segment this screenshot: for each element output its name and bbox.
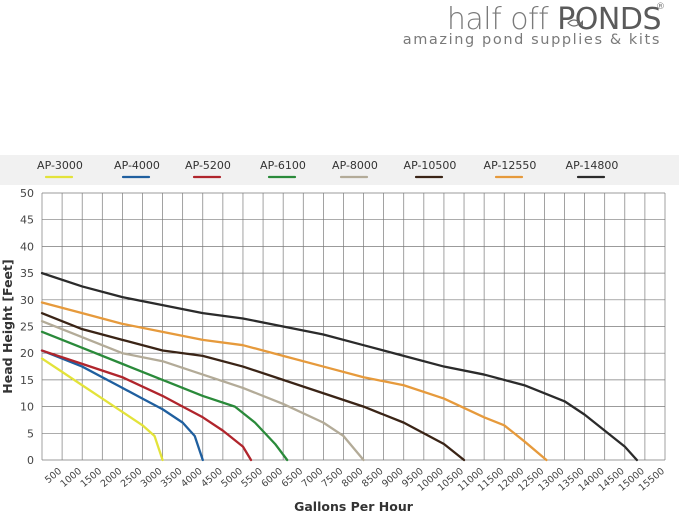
legend-label: AP-12550 <box>484 159 537 172</box>
x-tick-label: 5000 <box>219 466 245 490</box>
y-tick-label: 30 <box>20 294 34 307</box>
series-group <box>40 271 639 462</box>
legend-label: AP-14800 <box>566 159 619 172</box>
y-tick-label: 15 <box>20 374 34 387</box>
logo-tagline: amazing pond supplies & kits <box>402 32 661 48</box>
legend-group: AP-3000 AP-4000 AP-5200 AP-6100 AP-8000 AP-10… <box>37 159 619 179</box>
x-tick-label: 3500 <box>159 466 185 490</box>
legend-label: AP-4000 <box>114 159 160 172</box>
y-tick-label: 40 <box>20 240 34 253</box>
y-tick-label: 20 <box>20 347 34 360</box>
legend-label: AP-10500 <box>404 159 457 172</box>
x-tick-label: 9000 <box>380 466 406 490</box>
y-tick-label: 45 <box>20 214 34 227</box>
logo-title: half off PONDS <box>446 2 662 37</box>
x-tick-label: 1500 <box>79 466 105 490</box>
y-tick-label: 25 <box>20 321 34 334</box>
series-line-ap-12550 <box>40 301 548 462</box>
y-tick-label: 35 <box>20 267 34 280</box>
x-tick-label: 4000 <box>179 466 205 490</box>
legend-label: AP-6100 <box>260 159 306 172</box>
x-tick-label: 5500 <box>239 466 265 490</box>
legend-label: AP-5200 <box>185 159 231 172</box>
x-tick-label: 2000 <box>99 466 125 490</box>
y-tick-label: 5 <box>27 427 34 440</box>
logo: half off PONDS ® amazing pond supplies &… <box>403 2 665 54</box>
legend-label: AP-8000 <box>332 159 378 172</box>
x-tick-label: 8500 <box>360 466 386 490</box>
series-line-ap-14800 <box>40 271 639 462</box>
x-tick-label: 1000 <box>59 466 85 490</box>
x-tick-label: 2500 <box>119 466 145 490</box>
y-tick-label: 10 <box>20 401 34 414</box>
x-tick-label: 7000 <box>300 466 326 490</box>
x-tick-label: 7500 <box>320 466 346 490</box>
series-line-ap-8000 <box>40 320 365 462</box>
x-tick-label: 8000 <box>340 466 366 490</box>
x-tick-label: 6000 <box>259 466 285 490</box>
x-axis-title: Gallons Per Hour <box>294 499 414 514</box>
logo-brand-light: half off <box>446 2 558 37</box>
x-tick-label: 6500 <box>280 466 306 490</box>
fish-icon <box>567 19 583 27</box>
series-line-ap-6100 <box>40 330 289 462</box>
x-tick-label: 4500 <box>199 466 225 490</box>
y-tick-label: 0 <box>27 454 34 467</box>
y-axis-title: Head Height [Feet] <box>0 259 15 393</box>
series-line-ap-5200 <box>40 349 253 462</box>
y-tick-label: 50 <box>20 187 34 200</box>
legend-band <box>0 155 679 185</box>
series-line-ap-4000 <box>40 349 204 462</box>
x-tick-label: 3000 <box>139 466 165 490</box>
registered-mark: ® <box>656 2 665 12</box>
series-line-ap-10500 <box>40 312 466 462</box>
axes-group: 0510152025303540455050010001500200025003… <box>0 187 667 514</box>
legend-label: AP-3000 <box>37 159 83 172</box>
grid-group <box>41 192 666 461</box>
series-line-ap-3000 <box>40 357 164 462</box>
